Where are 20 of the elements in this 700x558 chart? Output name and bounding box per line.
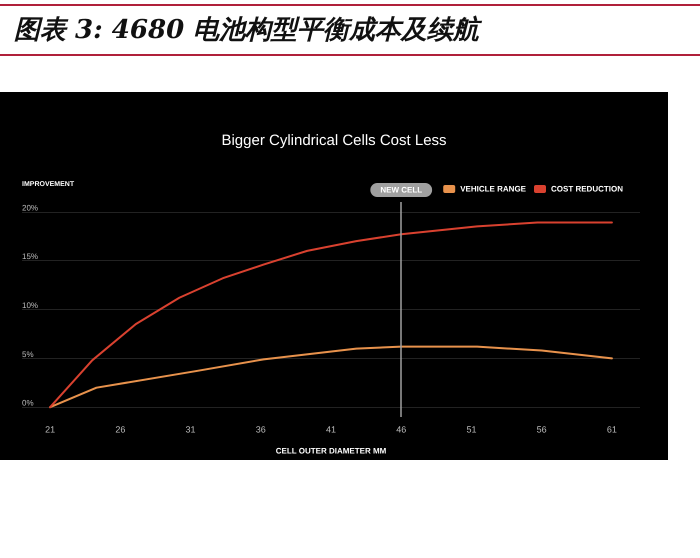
chart-title: 图表 3: 4680 电池构型平衡成本及续航 [0,4,700,56]
x-tick-label: 41 [326,424,336,434]
y-tick-label: 0% [22,398,34,408]
legend-label: VEHICLE RANGE [460,184,527,194]
y-tick-label: 15% [22,252,38,262]
x-tick-label: 56 [536,424,547,434]
x-tick-label: 36 [256,424,266,434]
x-tick-label: 46 [396,424,406,434]
x-tick-label: 26 [115,424,126,434]
y-tick-label: 5% [22,350,34,359]
x-tick-label: 31 [186,424,196,434]
x-tick-label: 21 [45,424,56,434]
y-tick-label: 10% [22,301,38,310]
x-axis-title: CELL OUTER DIAMETER MM [276,446,387,456]
x-tick-label: 61 [606,424,617,434]
y-tick-label: 20% [22,203,38,212]
chart-subtitle: Bigger Cylindrical Cells Cost Less [221,132,447,149]
ref-line-label: NEW CELL [380,186,422,194]
x-tick-label: 51 [466,424,476,434]
legend-label: COST REDUCTION [551,184,624,194]
